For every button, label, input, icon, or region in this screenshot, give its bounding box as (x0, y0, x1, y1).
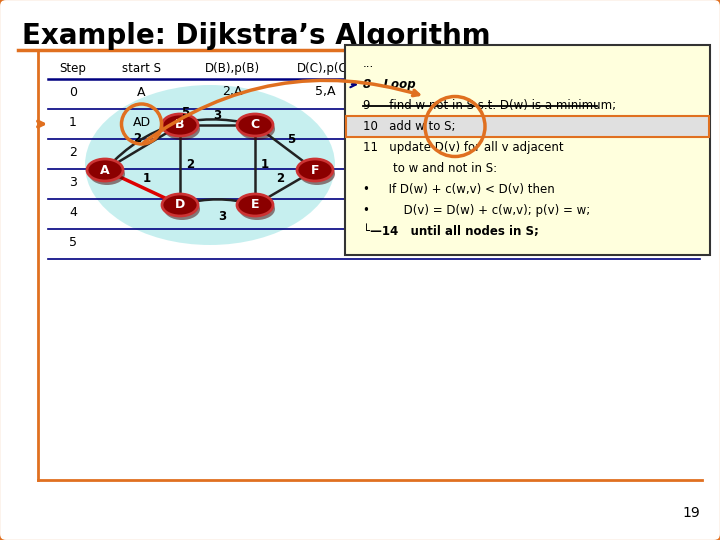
Ellipse shape (239, 118, 275, 140)
Text: 3: 3 (218, 211, 227, 224)
Text: D(C),p(C): D(C),p(C) (297, 62, 353, 75)
Ellipse shape (89, 163, 125, 185)
Text: •     If D(w) + c(w,v) < D(v) then: • If D(w) + c(w,v) < D(v) then (363, 183, 554, 196)
Text: 3: 3 (213, 109, 222, 122)
Text: E: E (251, 199, 259, 212)
Ellipse shape (237, 114, 273, 136)
Ellipse shape (87, 159, 123, 181)
Text: D(F),p(F): D(F),p(F) (604, 62, 656, 75)
Text: B: B (175, 118, 185, 132)
Text: 0: 0 (69, 85, 77, 98)
Ellipse shape (85, 85, 335, 245)
Text: 8   Loop: 8 Loop (363, 78, 415, 91)
Text: Step: Step (60, 62, 86, 75)
Text: 9     find w not in S s.t. D(w) is a minimum;: 9 find w not in S s.t. D(w) is a minimum… (363, 99, 616, 112)
Text: ...: ... (363, 57, 374, 70)
Text: 19: 19 (683, 506, 700, 520)
Text: 1,A: 1,A (404, 85, 424, 98)
Text: 3: 3 (69, 176, 77, 188)
FancyBboxPatch shape (346, 116, 709, 137)
Text: 1: 1 (143, 172, 150, 185)
Ellipse shape (164, 118, 200, 140)
Text: to w and not in S:: to w and not in S: (363, 162, 497, 175)
FancyBboxPatch shape (345, 45, 710, 255)
Ellipse shape (162, 194, 198, 216)
Text: 2: 2 (276, 172, 284, 185)
Text: AD: AD (132, 116, 150, 129)
Text: 11   update D(v) for all v adjacent: 11 update D(v) for all v adjacent (363, 141, 564, 154)
Ellipse shape (162, 114, 198, 136)
Text: └—14   until all nodes in S;: └—14 until all nodes in S; (363, 225, 539, 238)
Text: Example: Dijkstra’s Algorithm: Example: Dijkstra’s Algorithm (22, 22, 490, 50)
Text: 2: 2 (133, 132, 141, 145)
Text: 5,A: 5,A (315, 85, 336, 98)
Text: 2,A: 2,A (222, 85, 243, 98)
Text: 1: 1 (69, 116, 77, 129)
Text: C: C (251, 118, 260, 132)
Text: •         D(v) = D(w) + c(w,v); p(v) = w;: • D(v) = D(w) + c(w,v); p(v) = w; (363, 204, 590, 217)
Text: A: A (100, 164, 110, 177)
Ellipse shape (299, 163, 335, 185)
Ellipse shape (297, 159, 333, 181)
Text: 10   add w to S;: 10 add w to S; (363, 120, 456, 133)
Text: D(D),p(D): D(D),p(D) (385, 62, 443, 75)
Ellipse shape (237, 194, 273, 216)
Ellipse shape (164, 198, 200, 220)
Text: 5: 5 (69, 235, 77, 248)
Text: D: D (175, 199, 185, 212)
Text: D(B),p(B): D(B),p(B) (205, 62, 260, 75)
Text: 5: 5 (181, 106, 189, 119)
Text: 5: 5 (287, 133, 295, 146)
Text: 2: 2 (69, 145, 77, 159)
Text: A: A (138, 85, 145, 98)
Ellipse shape (239, 198, 275, 220)
Text: start S: start S (122, 62, 161, 75)
Text: 4: 4 (69, 206, 77, 219)
Text: 1: 1 (261, 159, 269, 172)
Text: 2: 2 (186, 159, 194, 172)
Text: D(E),p(E): D(E),p(E) (482, 62, 536, 75)
Text: F: F (311, 164, 319, 177)
